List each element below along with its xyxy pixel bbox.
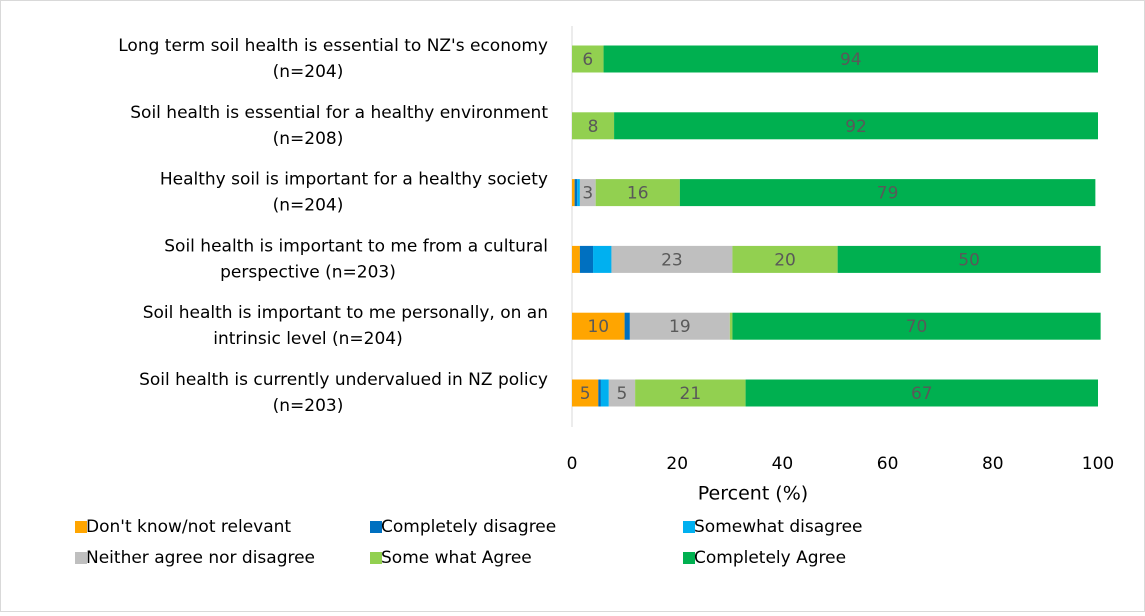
legend-label: Somewhat disagree: [694, 517, 863, 537]
bar-segment: [572, 312, 625, 340]
x-tick-label: 60: [877, 454, 899, 474]
x-tick-label: 40: [772, 454, 794, 474]
bar-segment: [624, 312, 630, 340]
bar-segment: [572, 379, 599, 407]
legend-swatch: [75, 521, 87, 533]
legend-label: Some what Agree: [381, 548, 532, 568]
bar-segment: [679, 179, 1096, 207]
legend-swatch: [683, 552, 695, 564]
bar-segment: [572, 245, 580, 273]
bar-segment: [572, 112, 615, 140]
bar-segment: [732, 245, 838, 273]
x-tick-label: 20: [666, 454, 688, 474]
category-label: Healthy soil is important for a healthy …: [160, 170, 548, 190]
category-label: (n=204): [273, 62, 344, 82]
legend-label: Completely disagree: [381, 517, 556, 537]
legend-label: Completely Agree: [694, 548, 846, 568]
bar-segment: [593, 245, 612, 273]
data-label: 5: [617, 384, 628, 404]
category-label: (n=204): [273, 196, 344, 216]
bar-segment: [579, 179, 596, 207]
data-label: 92: [845, 117, 867, 137]
legend-swatch: [683, 521, 695, 533]
category-label: Soil health is essential for a healthy e…: [130, 103, 548, 123]
category-label: Long term soil health is essential to NZ…: [118, 36, 548, 56]
bar-segment: [598, 379, 601, 407]
bar-segment: [603, 45, 1098, 73]
bar-segment: [837, 245, 1101, 273]
bar-segment: [614, 112, 1098, 140]
category-label: (n=208): [273, 129, 344, 149]
x-tick-label: 100: [1082, 454, 1114, 474]
bar-segment: [572, 179, 575, 207]
data-label: 10: [587, 317, 609, 337]
data-label: 50: [958, 250, 980, 270]
bar-segment: [732, 312, 1101, 340]
data-label: 20: [774, 250, 796, 270]
data-label: 94: [840, 50, 862, 70]
data-label: 5: [580, 384, 591, 404]
legend-label: Don't know/not relevant: [86, 517, 291, 537]
bar-segment: [629, 312, 730, 340]
bar-segment: [745, 379, 1098, 407]
legend-swatch: [370, 552, 382, 564]
category-label: Soil health is important to me from a cu…: [164, 236, 548, 256]
legend-swatch: [370, 521, 382, 533]
data-label: 21: [680, 384, 702, 404]
data-label: 19: [669, 317, 691, 337]
x-tick-label: 80: [982, 454, 1004, 474]
bar-segment: [577, 179, 580, 207]
data-label: 8: [588, 117, 599, 137]
bar-segment: [635, 379, 746, 407]
legend-label: Neither agree nor disagree: [86, 548, 315, 568]
x-tick-label: 0: [567, 454, 578, 474]
bar-segment: [608, 379, 636, 407]
legend-swatch: [75, 552, 87, 564]
x-axis-label: Percent (%): [698, 483, 808, 505]
data-label: 67: [911, 384, 933, 404]
bar-segment: [595, 179, 680, 207]
bar-segment: [611, 245, 733, 273]
bar-segment: [600, 379, 609, 407]
data-label: 70: [906, 317, 928, 337]
category-label: (n=203): [273, 396, 344, 416]
category-label: Soil health is currently undervalued in …: [139, 370, 548, 390]
category-label: perspective (n=203): [220, 262, 396, 282]
data-label: 3: [582, 184, 593, 204]
bar-segment: [574, 179, 578, 207]
bar-segment: [579, 245, 594, 273]
bar-segment: [729, 312, 733, 340]
data-label: 16: [627, 184, 649, 204]
bar-segment: [572, 45, 604, 73]
category-label: intrinsic level (n=204): [213, 329, 403, 349]
data-label: 23: [661, 250, 683, 270]
data-label: 79: [877, 184, 899, 204]
category-label: Soil health is important to me personall…: [143, 303, 548, 323]
data-label: 6: [582, 50, 593, 70]
